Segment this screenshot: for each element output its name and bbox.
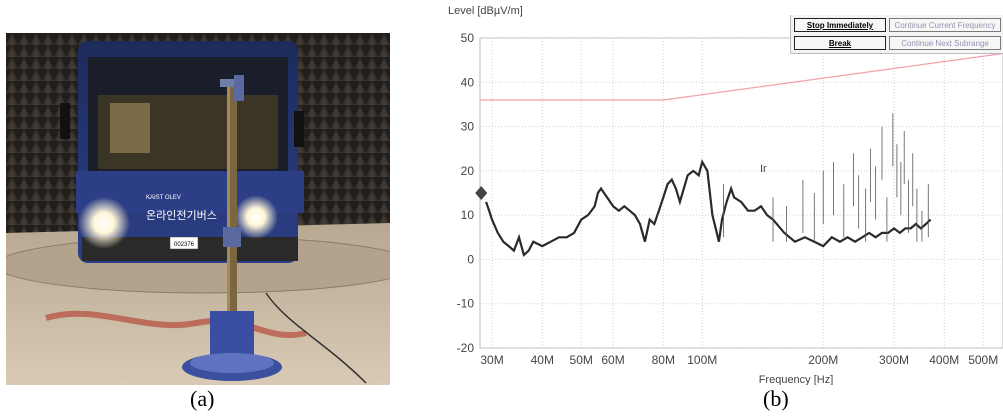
bus-text: 온라인전기버스 — [146, 209, 217, 222]
x-tick-label: 50M — [570, 353, 593, 367]
x-tick-label: 400M — [929, 353, 959, 367]
x-tick-label: 200M — [808, 353, 838, 367]
y-tick-label: 10 — [461, 208, 475, 222]
x-tick-label: 40M — [531, 353, 554, 367]
x-tick-label: 300M — [879, 353, 909, 367]
limit-line — [480, 52, 1003, 101]
y-tick-label: 0 — [467, 252, 474, 266]
y-tick-label: 50 — [461, 31, 475, 45]
analyzer-control-strip: Stop Immediately Continue Current Freque… — [790, 15, 1003, 54]
bus-brand: KAIST OLEV — [146, 195, 181, 201]
caption-a: (a) — [190, 386, 215, 411]
marker-label: Ir — [760, 163, 767, 175]
emission-chart: 50 40 30 20 10 0 -10 -20 30M 40M 50M 60M 80M 100M 200M… — [438, 0, 1003, 385]
stop-immediately-button[interactable]: Stop Immediately — [794, 18, 886, 32]
caption-b: (b) — [763, 386, 789, 411]
break-button[interactable]: Break — [794, 36, 886, 50]
license-plate: 002376 — [174, 242, 195, 248]
x-axis-title: Frequency [Hz] — [759, 374, 834, 385]
y-tick-label: 30 — [461, 120, 475, 134]
marker-diamond — [475, 186, 488, 200]
continue-current-frequency-button[interactable]: Continue Current Frequency — [889, 18, 1001, 32]
y-axis-title: Level [dBµV/m] — [448, 5, 523, 17]
plot-frame — [479, 37, 1003, 349]
emission-plot: 50 40 30 20 10 0 -10 -20 30M 40M 50M 60M 80M 100M 200M… — [448, 5, 1003, 385]
y-tick-label: -20 — [457, 341, 475, 355]
continue-next-subrange-button[interactable]: Continue Next Subrange — [889, 36, 1001, 50]
y-tick-label: -10 — [457, 297, 475, 311]
measurement-trace — [485, 159, 932, 258]
x-tick-label: 500M — [968, 353, 998, 367]
x-tick-label: 30M — [480, 353, 503, 367]
x-tick-label: 100M — [687, 353, 717, 367]
x-tick-label: 60M — [601, 353, 624, 367]
x-tick-label: 80M — [652, 353, 675, 367]
y-tick-label: 40 — [461, 75, 475, 89]
test-chamber-photo: 002376 KAIST OLEV 온라인전기버스 — [6, 33, 390, 385]
y-tick-label: 20 — [461, 164, 475, 178]
